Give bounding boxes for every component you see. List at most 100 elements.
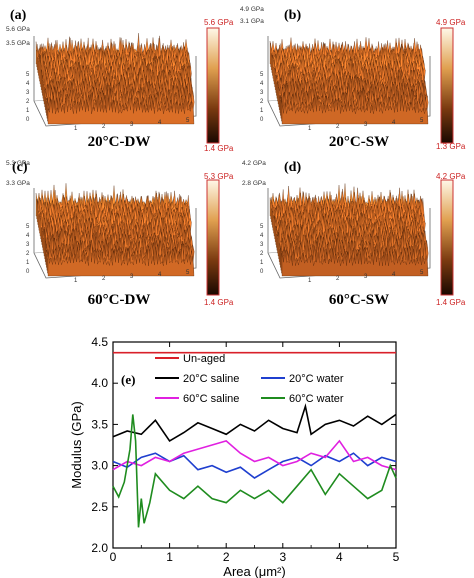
x-tick-label: 0 (110, 550, 117, 564)
svg-text:4: 4 (392, 120, 396, 126)
afm-axis-ticks: 5 4 3 2 1 0 1 2 3 4 5 (260, 224, 424, 284)
svg-text:3: 3 (260, 90, 264, 96)
svg-text:5: 5 (186, 118, 190, 124)
colorbar-max-d: 4.2 GPa (436, 172, 466, 181)
svg-text:3: 3 (260, 242, 264, 248)
colorbar (206, 179, 220, 296)
svg-text:2: 2 (260, 99, 264, 105)
svg-text:2: 2 (102, 276, 106, 282)
svg-text:1: 1 (74, 126, 78, 132)
afm-axis-ticks: 5 4 3 2 1 0 1 2 3 4 5 (260, 72, 424, 132)
svg-text:4: 4 (26, 81, 30, 87)
z-axis-top-d: 4.2 GPa (242, 160, 266, 167)
colorbar-max-a: 5.6 GPa (204, 18, 234, 27)
z-axis-top-a: 5.6 GPa (6, 26, 30, 33)
afm-surface-d: 5 4 3 2 1 0 1 2 3 4 5 (260, 179, 454, 296)
svg-text:2: 2 (26, 251, 30, 257)
x-tick-label: 4 (336, 550, 343, 564)
legend-label: 60°C water (289, 393, 344, 405)
panel-label-d: (d) (284, 160, 302, 175)
svg-text:5: 5 (186, 270, 190, 276)
svg-text:4: 4 (260, 81, 264, 87)
svg-text:5: 5 (260, 224, 264, 230)
svg-text:1: 1 (260, 108, 264, 114)
colorbar (206, 27, 220, 144)
z-axis-mid-b: 3.1 GPa (240, 18, 264, 25)
y-tick-label: 3.5 (91, 417, 108, 431)
x-tick-label: 1 (166, 550, 173, 564)
svg-text:0: 0 (260, 117, 264, 123)
colorbar-min-a: 1.4 GPa (204, 144, 234, 153)
x-tick-label: 2 (223, 550, 230, 564)
svg-text:1: 1 (74, 278, 78, 284)
svg-text:3: 3 (130, 274, 134, 280)
panel-caption-b: 20°C-SW (328, 134, 390, 150)
z-axis-mid-d: 2.8 GPa (242, 180, 266, 187)
svg-text:3: 3 (364, 274, 368, 280)
svg-text:3: 3 (130, 122, 134, 128)
z-axis-mid-a: 3.5 GPa (6, 40, 30, 47)
y-tick-label: 2.5 (91, 500, 108, 514)
svg-text:5: 5 (420, 118, 424, 124)
svg-text:3: 3 (364, 122, 368, 128)
colorbar (440, 179, 454, 296)
panel-caption-c: 60°C-DW (87, 292, 151, 308)
svg-text:5: 5 (26, 72, 30, 78)
afm-surface-a: 5 4 3 2 1 0 1 2 3 4 5 (26, 27, 220, 144)
legend-label: 20°C water (289, 373, 344, 385)
z-axis-top-c: 5.3 GPa (6, 160, 30, 167)
colorbar-max-c: 5.3 GPa (204, 172, 234, 181)
x-axis-label: Area (μm²) (223, 564, 285, 578)
legend-label: Un-aged (183, 353, 225, 365)
svg-text:1: 1 (308, 278, 312, 284)
colorbar-min-d: 1.4 GPa (436, 298, 466, 307)
afm-axis-ticks: 5 4 3 2 1 0 1 2 3 4 5 (26, 72, 190, 132)
legend-label: 20°C saline (183, 373, 239, 385)
svg-text:1: 1 (260, 260, 264, 266)
svg-text:4: 4 (392, 272, 396, 278)
svg-text:0: 0 (260, 269, 264, 275)
svg-text:4: 4 (158, 272, 162, 278)
panel-label-e: (e) (121, 372, 135, 387)
colorbar (440, 27, 454, 144)
colorbar-min-c: 1.4 GPa (204, 298, 234, 307)
svg-text:2: 2 (336, 276, 340, 282)
colorbar-min-b: 1.3 GPa (436, 142, 466, 151)
svg-text:1: 1 (26, 260, 30, 266)
y-tick-label: 4.5 (91, 335, 108, 349)
y-axis-label: Modulus (GPa) (69, 401, 84, 488)
svg-text:5: 5 (260, 72, 264, 78)
afm-axis-ticks: 5 4 3 2 1 0 1 2 3 4 5 (26, 224, 190, 284)
svg-text:2: 2 (336, 124, 340, 130)
panel-label-a: (a) (10, 8, 27, 23)
svg-text:0: 0 (26, 117, 30, 123)
y-tick-label: 4.0 (91, 376, 108, 390)
panel-label-b: (b) (284, 8, 302, 23)
svg-text:4: 4 (260, 233, 264, 239)
series-line-1 (112, 403, 397, 442)
x-tick-label: 5 (393, 550, 400, 564)
svg-text:0: 0 (26, 269, 30, 275)
svg-text:2: 2 (102, 124, 106, 130)
modulus-line-chart: 0 1 2 3 4 5 2.0 2.5 3.0 3.5 4.0 4.5 Area (μm²) Modulu… (69, 335, 400, 578)
colorbar-max-b: 4.9 GPa (436, 18, 466, 27)
series-line-3 (112, 439, 397, 471)
svg-text:3: 3 (26, 90, 30, 96)
svg-text:4: 4 (158, 120, 162, 126)
y-tick-label: 3.0 (91, 459, 108, 473)
z-axis-mid-c: 3.3 GPa (6, 180, 30, 187)
series-line-4 (112, 414, 397, 528)
svg-text:1: 1 (26, 108, 30, 114)
x-tick-label: 3 (279, 550, 286, 564)
svg-text:3: 3 (26, 242, 30, 248)
afm-surface-c: 5 4 3 2 1 0 1 2 3 4 5 (26, 179, 220, 296)
svg-text:5: 5 (26, 224, 30, 230)
svg-text:4: 4 (26, 233, 30, 239)
panel-label-c: (c) (12, 160, 28, 175)
svg-text:5: 5 (420, 270, 424, 276)
legend-label: 60°C saline (183, 393, 239, 405)
